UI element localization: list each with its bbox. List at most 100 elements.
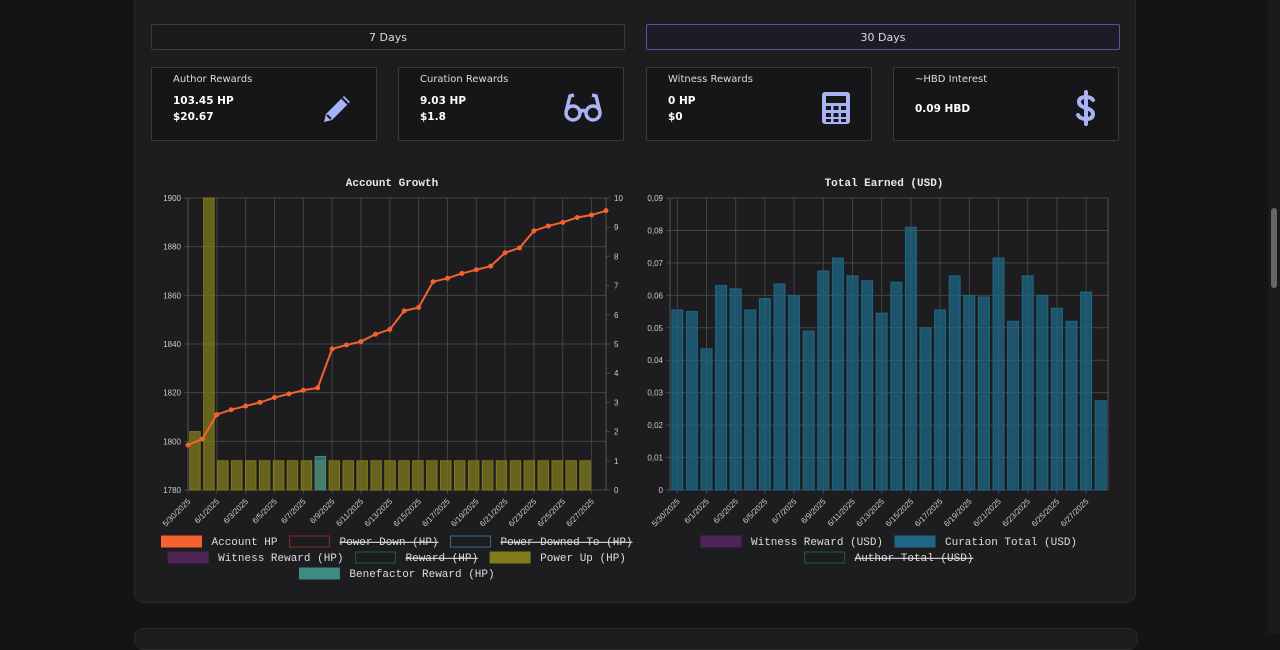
bar [217,460,229,491]
card-value: $20.67 [173,111,214,123]
x-tick-label: 6/21/2025 [971,497,1003,529]
bar [1065,320,1078,491]
x-tick-label: 6/7/2025 [279,497,308,526]
bar [861,280,874,491]
point [329,346,335,352]
point [560,219,566,225]
y-tick-label: 0,07 [647,259,663,268]
bar [579,460,591,491]
reward-card: Curation Rewards 9.03 HP $1.8 [398,67,624,141]
reward-card: Witness Rewards 0 HP $0 [646,67,872,141]
bar [846,275,859,491]
bar [440,460,452,491]
y-tick-label: 0,08 [647,226,663,235]
x-tick-label: 6/17/2025 [420,497,452,529]
bar [203,197,215,491]
y-tick-label: 0,04 [647,356,663,365]
legend-label: Account HP [212,537,278,549]
bar [370,460,382,491]
bar [773,283,786,491]
reward-card: ~HBD Interest 0.09 HBD [893,67,1119,141]
point [401,308,407,314]
bar [314,455,327,491]
y2-tick-label: 4 [614,369,619,378]
point [286,391,292,397]
legend-swatch [167,551,209,564]
point [502,250,508,256]
y-tick-label: 0,09 [647,194,663,203]
x-tick-label: 6/15/2025 [392,497,424,529]
card-title: ~HBD Interest [915,74,988,85]
y-tick-label: 0,05 [647,324,663,333]
x-tick-label: 6/11/2025 [826,497,857,528]
y2-tick-label: 10 [614,194,623,203]
bar [300,460,313,491]
bar [231,460,243,491]
bar [948,275,961,491]
bar [286,460,299,491]
y2-tick-label: 0 [614,486,619,495]
point [459,270,465,276]
x-tick-label: 6/1/2025 [193,497,222,526]
scrollbar-thumb [1271,208,1277,288]
x-tick-label: 6/27/2025 [564,497,596,529]
chart-title: Total Earned (USD) [825,178,944,190]
y-tick-label: 0,06 [647,291,663,300]
bar [1080,291,1093,491]
tab-button[interactable]: 30 Days [646,24,1120,50]
legend-swatch [700,535,742,548]
tab-button[interactable]: 7 Days [151,24,625,50]
point [444,275,450,281]
x-tick-label: 6/5/2025 [741,497,770,526]
legend-label: Power Down (HP) [340,537,439,549]
y2-tick-label: 1 [614,457,619,466]
point [344,342,350,348]
x-tick-label: 6/9/2025 [308,497,337,526]
point [545,223,551,229]
card-value: $0 [668,111,683,123]
point [271,395,277,401]
point [517,245,523,251]
y2-tick-label: 2 [614,428,619,437]
y2-tick-label: 3 [614,398,619,407]
bar [788,294,801,491]
bar [481,460,494,491]
point [228,407,234,413]
bar [426,460,438,491]
bar [919,327,932,491]
bar [831,257,844,491]
point [387,326,393,332]
bar [342,460,354,491]
point [416,305,422,310]
legend-label: Power Up (HP) [540,553,626,565]
bar [565,460,577,491]
y-tick-label: 0,02 [647,421,663,430]
point [185,442,191,448]
bar [523,460,536,491]
point [574,214,580,220]
point [300,387,306,393]
x-tick-label: 6/15/2025 [884,497,916,529]
dollar-icon [1076,90,1096,126]
bar [272,460,285,491]
card-title: Author Rewards [173,74,253,85]
card-value: 9.03 HP [420,95,467,107]
legend-label: Witness Reward (HP) [218,553,343,565]
card-title: Curation Rewards [420,74,509,85]
point [473,267,479,273]
y-tick-label: 1880 [163,243,181,252]
x-tick-label: 5/30/2025 [650,497,682,529]
legend-swatch [894,535,936,548]
x-tick-label: 6/23/2025 [507,497,539,529]
bar [992,257,1005,491]
bar [817,270,830,491]
card-value: 103.45 HP [173,95,234,107]
point [589,212,595,218]
legend-label: Reward (HP) [406,553,479,565]
glasses-icon [564,93,602,122]
bar [495,460,508,491]
x-tick-label: 6/25/2025 [1030,497,1062,529]
line [187,209,607,446]
x-tick-label: 6/19/2025 [942,497,974,529]
bar [934,309,947,491]
